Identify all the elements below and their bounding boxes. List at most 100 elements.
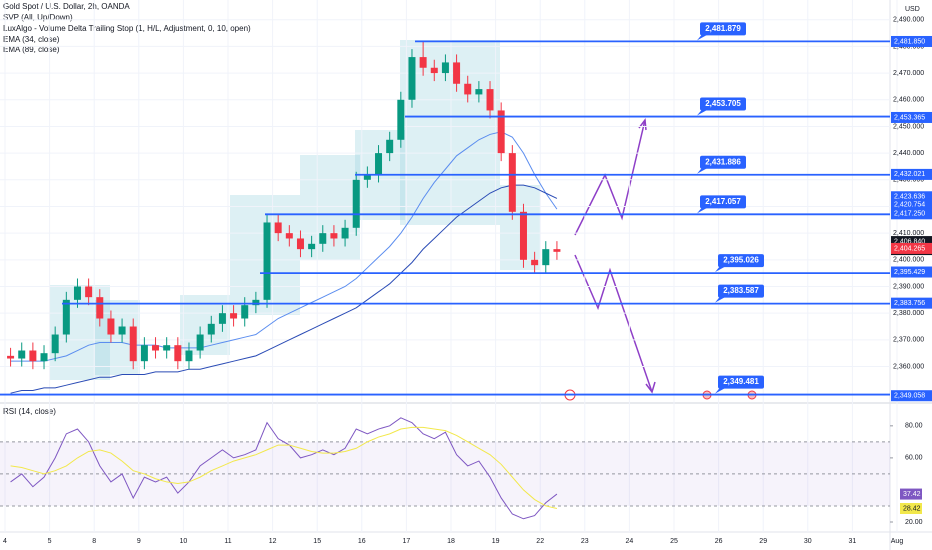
price-badge bbox=[891, 111, 932, 123]
price-badge bbox=[891, 208, 932, 220]
y-tick-label: 2,360.000 bbox=[893, 363, 924, 370]
rsi-title: RSI (14, close) bbox=[3, 407, 56, 416]
price-badge-label: 2,420.754 bbox=[894, 201, 925, 208]
price-badge-label: 2,395.429 bbox=[894, 269, 925, 276]
candle-body bbox=[241, 305, 249, 319]
price-badge-label: 2,349.058 bbox=[894, 393, 925, 400]
price-badge bbox=[891, 390, 932, 402]
price-badge-label: 2,406.840 bbox=[894, 238, 925, 245]
candle-body bbox=[397, 99, 405, 140]
candle-body bbox=[386, 139, 394, 154]
candle-body bbox=[408, 57, 416, 100]
legend-entry: EMA (89, close) bbox=[3, 45, 60, 54]
level-pointer bbox=[715, 387, 726, 394]
candle-body bbox=[375, 153, 383, 175]
price-badge bbox=[891, 198, 932, 210]
x-tick-label: 10 bbox=[180, 538, 188, 545]
y-tick-label: 2,460.000 bbox=[893, 97, 924, 104]
candle-body bbox=[218, 313, 226, 324]
value-badge bbox=[900, 488, 922, 500]
level-label: 2,453.705 bbox=[705, 99, 741, 108]
candle-body bbox=[140, 345, 148, 362]
candle-body bbox=[553, 249, 561, 252]
y-tick-label: 20.00 bbox=[905, 519, 923, 526]
candle-body bbox=[118, 326, 126, 335]
candle-body bbox=[430, 67, 438, 74]
x-tick-label: 22 bbox=[536, 538, 544, 545]
candle-body bbox=[207, 323, 215, 335]
projection-down bbox=[574, 254, 653, 393]
price-badge-label: 2,432.021 bbox=[894, 171, 925, 178]
level-label-box bbox=[700, 195, 746, 209]
candle-body bbox=[341, 227, 349, 239]
level-label-box bbox=[700, 22, 746, 36]
x-tick-label: 24 bbox=[626, 538, 634, 545]
legend-entry: EMA (34, close) bbox=[3, 35, 60, 44]
candle-body bbox=[274, 222, 282, 234]
level-label: 2,349.481 bbox=[723, 377, 759, 386]
candle-body bbox=[486, 89, 494, 111]
price-badge-label: 2,481.850 bbox=[894, 38, 925, 45]
candle-body bbox=[185, 350, 193, 362]
x-tick-label: 16 bbox=[358, 538, 366, 545]
level-pointer bbox=[697, 207, 708, 214]
chart-title: Gold Spot / U.S. Dollar, 2h, OANDA bbox=[3, 2, 130, 11]
candle-body bbox=[252, 299, 260, 306]
level-label: 2,383.587 bbox=[723, 286, 759, 295]
value-badge bbox=[900, 502, 922, 514]
candle-body bbox=[196, 334, 204, 351]
y-tick-label: 2,410.000 bbox=[893, 230, 924, 237]
candle-body bbox=[363, 174, 371, 180]
candle-body bbox=[285, 233, 293, 239]
candle-body bbox=[174, 345, 182, 362]
x-tick-label: 29 bbox=[759, 538, 767, 545]
candle-body bbox=[96, 297, 104, 319]
x-tick-label: 5 bbox=[48, 538, 52, 545]
candle-body bbox=[453, 62, 461, 84]
candle-body bbox=[51, 334, 59, 354]
x-tick-label: 17 bbox=[403, 538, 411, 545]
level-label: 2,431.886 bbox=[705, 157, 741, 166]
x-tick-label: 18 bbox=[447, 538, 455, 545]
candle-body bbox=[230, 313, 238, 319]
y-tick-label: 2,490.000 bbox=[893, 17, 924, 24]
y-tick-label: 80.00 bbox=[905, 423, 923, 430]
y-tick-label: 2,390.000 bbox=[893, 283, 924, 290]
x-tick-label: 23 bbox=[581, 538, 589, 545]
value-badge-label: 28.42 bbox=[903, 505, 921, 512]
price-badge bbox=[891, 191, 932, 203]
x-tick-label: 8 bbox=[92, 538, 96, 545]
ema-line bbox=[10, 131, 558, 362]
level-label: 2,395.026 bbox=[723, 256, 759, 265]
x-tick-label: 4 bbox=[3, 538, 7, 545]
y-tick-label: 2,400.000 bbox=[893, 257, 924, 264]
candle-body bbox=[352, 179, 360, 228]
profile-box bbox=[180, 295, 230, 355]
level-label-box bbox=[700, 155, 746, 169]
arrow-head bbox=[645, 381, 656, 394]
x-tick-label: 26 bbox=[715, 538, 723, 545]
price-badge bbox=[891, 297, 932, 309]
y-tick-label: 60.00 bbox=[905, 455, 923, 462]
x-tick-label: 31 bbox=[849, 538, 857, 545]
candle-body bbox=[163, 345, 171, 351]
candle-body bbox=[85, 286, 93, 298]
candle-body bbox=[308, 243, 316, 250]
candle-body bbox=[475, 89, 483, 95]
price-badge-label: 2,383.756 bbox=[894, 300, 925, 307]
price-badge bbox=[891, 168, 932, 180]
x-tick-label: 11 bbox=[224, 538, 231, 545]
price-badge bbox=[891, 242, 932, 254]
y-tick-label: 2,370.000 bbox=[893, 337, 924, 344]
level-pointer bbox=[697, 167, 708, 174]
candle-body bbox=[542, 249, 550, 266]
ema-line bbox=[10, 184, 558, 394]
level-label-box bbox=[700, 97, 746, 111]
projection-up bbox=[574, 119, 646, 236]
candle-body bbox=[441, 62, 449, 74]
candle-body bbox=[497, 110, 505, 154]
candle-body bbox=[519, 211, 527, 260]
candle-body bbox=[107, 318, 115, 335]
candle-body bbox=[62, 299, 70, 335]
